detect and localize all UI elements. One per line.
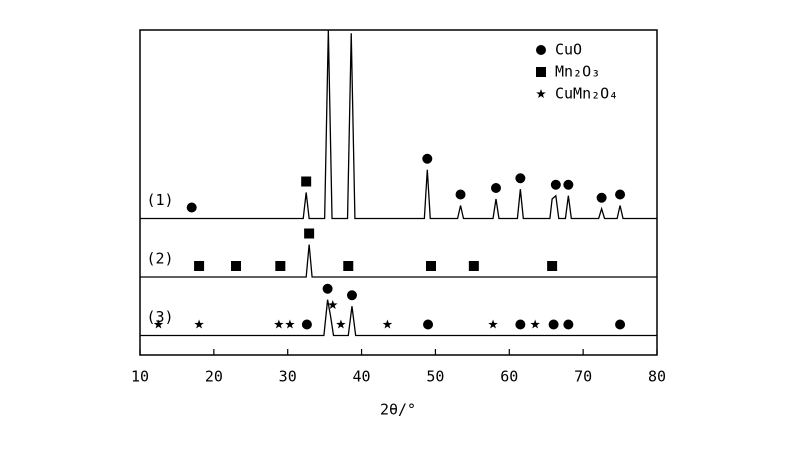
marker-star — [382, 319, 393, 329]
marker-circle — [615, 189, 626, 200]
legend-label: Mn₂O₃ — [555, 63, 600, 81]
x-tick-label: 80 — [648, 368, 666, 386]
legend-symbol — [536, 89, 546, 99]
marker-star — [530, 319, 540, 329]
marker-star — [285, 319, 295, 329]
xrd-pattern — [140, 299, 657, 337]
marker-circle — [422, 153, 433, 164]
marker-square — [194, 261, 205, 271]
marker-square — [468, 261, 479, 271]
marker-square — [304, 228, 315, 239]
x-tick-label: 10 — [131, 368, 149, 386]
pattern-label: (3) — [146, 308, 173, 326]
marker-circle — [596, 192, 607, 203]
marker-circle — [615, 319, 626, 330]
marker-square — [343, 261, 354, 271]
marker-circle — [548, 319, 559, 330]
x-axis-label: 2θ/° — [380, 401, 416, 419]
marker-circle — [550, 179, 561, 190]
x-tick-label: 20 — [205, 368, 223, 386]
marker-circle — [455, 189, 466, 200]
marker-circle — [515, 319, 526, 330]
pattern-label: (1) — [146, 191, 173, 209]
legend-symbol — [536, 67, 546, 77]
x-tick-label: 60 — [500, 368, 518, 386]
marker-circle — [515, 173, 526, 184]
marker-star — [274, 319, 284, 329]
x-tick-label: 50 — [426, 368, 444, 386]
marker-star — [328, 300, 338, 310]
marker-square — [231, 261, 242, 271]
marker-circle — [423, 319, 434, 330]
legend-label: CuMn₂O₄ — [555, 85, 618, 103]
plot-frame — [139, 29, 658, 356]
marker-circle — [322, 283, 333, 294]
marker-star — [194, 319, 204, 329]
marker-square — [275, 261, 286, 271]
marker-star — [153, 319, 164, 329]
marker-circle — [490, 183, 501, 193]
legend-symbol — [536, 45, 546, 55]
pattern-label: (2) — [146, 250, 173, 268]
marker-circle — [186, 202, 197, 213]
marker-square — [301, 176, 312, 187]
xrd-pattern — [140, 29, 657, 220]
marker-square — [547, 261, 558, 271]
marker-circle — [563, 179, 574, 190]
marker-circle — [346, 290, 357, 301]
x-tick-label: 40 — [353, 368, 371, 386]
x-tick-label: 70 — [574, 368, 592, 386]
marker-star — [488, 319, 498, 329]
xrd-pattern — [140, 244, 657, 278]
marker-circle — [301, 319, 312, 330]
legend-label: CuO — [555, 41, 582, 59]
marker-circle — [563, 319, 574, 330]
marker-square — [425, 261, 436, 271]
x-tick-label: 30 — [279, 368, 297, 386]
marker-star — [336, 319, 346, 329]
